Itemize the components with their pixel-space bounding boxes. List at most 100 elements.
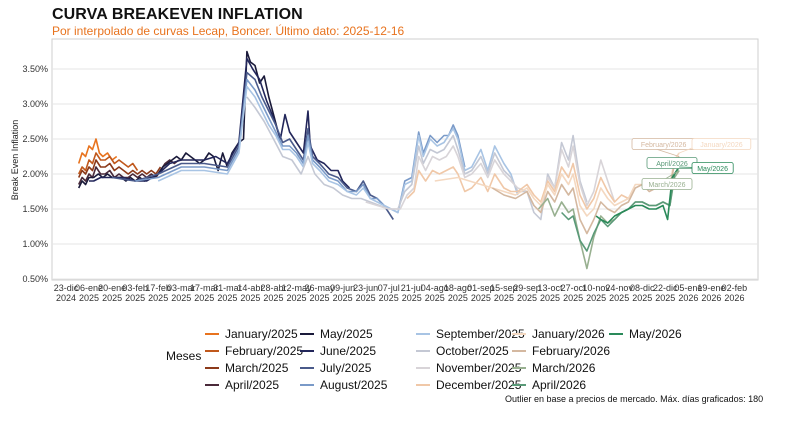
legend-item: April/2025 — [205, 376, 279, 393]
x-tick-year: 2025 — [448, 293, 468, 303]
x-tick-year: 2025 — [171, 293, 191, 303]
annotation-box — [691, 138, 752, 150]
x-tick-year: 2026 — [701, 293, 721, 303]
legend-swatch — [300, 332, 314, 335]
series-line-may-2026 — [595, 166, 680, 224]
legend-swatch — [300, 383, 314, 386]
x-tick-label: 03-feb — [122, 283, 148, 293]
legend-swatch — [205, 366, 219, 369]
legend-item: May/2025 — [300, 325, 373, 342]
x-tick-year: 2026 — [724, 293, 744, 303]
x-tick-label: 23-dic — [54, 283, 79, 293]
legend-label: May/2025 — [320, 326, 373, 341]
x-tick-year: 2025 — [425, 293, 445, 303]
annotation-box — [691, 162, 734, 174]
y-tick-label: 3.00% — [22, 99, 48, 109]
x-tick-year: 2025 — [540, 293, 560, 303]
legend-item: April/2026 — [512, 376, 586, 393]
x-tick-label: 14-abr — [237, 283, 263, 293]
x-tick-year: 2025 — [194, 293, 214, 303]
annotation-label: January/2026 — [700, 142, 743, 149]
series-line-february-2025 — [77, 152, 139, 175]
x-tick-label: 08-dic — [630, 283, 655, 293]
legend-title: Meses — [166, 349, 202, 363]
legend-label: October/2025 — [436, 343, 509, 358]
legend-swatch — [416, 383, 430, 386]
legend-label: November/2025 — [436, 360, 522, 375]
series-line-july-2025 — [111, 71, 394, 220]
chart-title: CURVA BREAKEVEN INFLATION — [52, 6, 303, 23]
x-tick-year: 2025 — [356, 293, 376, 303]
legend-item: September/2025 — [416, 325, 525, 342]
legend-label: April/2025 — [225, 377, 280, 392]
legend-item: August/2025 — [300, 376, 387, 393]
legend-label: March/2025 — [225, 360, 289, 375]
legend-label: June/2025 — [320, 343, 377, 358]
x-tick-year: 2024 — [56, 293, 76, 303]
x-tick-year: 2025 — [655, 293, 675, 303]
legend-swatch — [609, 332, 623, 335]
x-tick-label: 27-oct — [561, 283, 587, 293]
x-tick-label: 24-nov — [605, 283, 633, 293]
x-tick-year: 2025 — [379, 293, 399, 303]
legend-label: January/2025 — [225, 326, 298, 341]
legend-swatch — [512, 366, 526, 369]
legend-swatch — [512, 332, 526, 335]
x-tick-label: 17-feb — [145, 283, 171, 293]
y-tick-label: 0.50% — [22, 274, 48, 284]
x-tick-year: 2025 — [333, 293, 353, 303]
x-tick-label: 21-jul — [401, 283, 423, 293]
legend-label: April/2026 — [532, 377, 587, 392]
legend-item: February/2026 — [512, 342, 610, 359]
legend-swatch — [205, 332, 219, 335]
annotation-label: February/2026 — [641, 142, 687, 149]
y-tick-label: 1.50% — [22, 204, 48, 214]
annotation-box — [641, 178, 693, 190]
y-tick-label: 3.50% — [22, 64, 48, 74]
x-tick-label: 01-sep — [467, 283, 495, 293]
x-tick-label: 23-jun — [353, 283, 378, 293]
legend-label: February/2026 — [532, 343, 611, 358]
x-tick-label: 29-sep — [513, 283, 541, 293]
legend-swatch — [416, 366, 430, 369]
legend-swatch — [416, 349, 430, 352]
x-tick-label: 03-mar — [167, 283, 196, 293]
series-line-august-2025 — [135, 78, 466, 214]
x-tick-year: 2025 — [471, 293, 491, 303]
x-tick-year: 2025 — [125, 293, 145, 303]
legend-label: May/2026 — [629, 326, 682, 341]
legend-swatch — [416, 332, 430, 335]
series-line-september-2025 — [157, 85, 519, 214]
series-line-january-2025 — [77, 138, 118, 164]
x-tick-label: 26-may — [305, 283, 336, 293]
x-tick-label: 20-ene — [98, 283, 126, 293]
x-tick-label: 02-feb — [722, 283, 748, 293]
legend-swatch — [512, 349, 526, 352]
legend-label: January/2026 — [532, 326, 605, 341]
legend-item: November/2025 — [416, 359, 521, 376]
legend-label: August/2025 — [320, 377, 388, 392]
legend-item: July/2025 — [300, 359, 371, 376]
legend-label: February/2025 — [225, 343, 304, 358]
legend-swatch — [300, 349, 314, 352]
x-tick-label: 19-ene — [697, 283, 725, 293]
x-tick-label: 06-ene — [75, 283, 103, 293]
x-tick-year: 2025 — [494, 293, 514, 303]
series-line-november-2025 — [365, 145, 616, 214]
y-tick-label: 2.50% — [22, 134, 48, 144]
x-tick-year: 2025 — [286, 293, 306, 303]
chart-subtitle: Por interpolado de curvas Lecap, Boncer.… — [52, 24, 405, 38]
annotation-label: May/2026 — [697, 166, 728, 173]
x-tick-year: 2025 — [517, 293, 537, 303]
legend-label: December/2025 — [436, 377, 522, 392]
x-tick-year: 2025 — [102, 293, 122, 303]
x-tick-year: 2025 — [586, 293, 606, 303]
x-tick-year: 2025 — [632, 293, 652, 303]
legend-swatch — [512, 383, 526, 386]
x-tick-year: 2025 — [240, 293, 260, 303]
legend-label: July/2025 — [320, 360, 372, 375]
series-line-march-2025 — [77, 159, 162, 178]
legend-item: June/2025 — [300, 342, 376, 359]
legend-swatch — [205, 349, 219, 352]
